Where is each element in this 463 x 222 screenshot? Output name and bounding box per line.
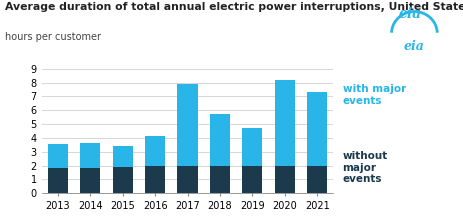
Bar [307,92,327,166]
Bar [145,136,165,166]
Bar [48,168,68,193]
Bar [275,166,295,193]
Bar [145,166,165,193]
Text: eia: eia [404,40,425,53]
Bar [80,143,100,168]
Text: hours per customer: hours per customer [5,32,100,42]
Bar [48,144,68,168]
Bar [177,166,198,193]
Text: without
major
events: without major events [343,151,388,184]
Bar [210,166,230,193]
Bar [210,114,230,166]
Bar [113,146,133,167]
Text: eia: eia [398,7,421,21]
Bar [80,168,100,193]
Bar [275,80,295,166]
Bar [113,167,133,193]
Bar [307,166,327,193]
Bar [242,166,263,193]
Text: Average duration of total annual electric power interruptions, United States (20: Average duration of total annual electri… [5,2,463,12]
Bar [177,84,198,166]
Text: with major
events: with major events [343,84,406,106]
Bar [242,127,263,166]
